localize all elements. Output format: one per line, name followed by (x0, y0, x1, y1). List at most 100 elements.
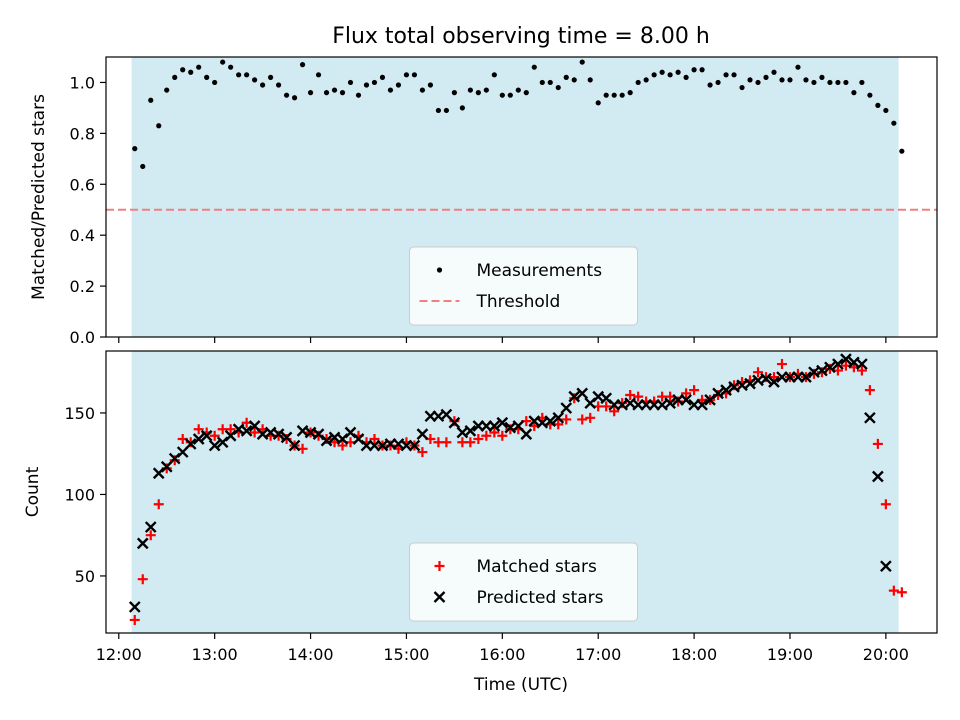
matched-point (193, 424, 204, 435)
measurement-point (595, 100, 601, 106)
measurement-point (427, 82, 434, 88)
matched-point (625, 390, 636, 401)
predicted-point (128, 601, 141, 613)
matched-point (369, 434, 380, 445)
matched-point (249, 427, 260, 438)
measurement-point (675, 69, 681, 75)
measurement-point (843, 79, 849, 86)
y-tick-label: 0.6 (70, 175, 95, 194)
matched-point (225, 424, 236, 435)
measurement-point (291, 95, 298, 101)
x-tick-label: 18:00 (671, 645, 717, 664)
measurement-point (891, 120, 897, 126)
measurement-point (651, 72, 657, 78)
measurement-point (148, 97, 154, 103)
matched-point (497, 430, 508, 441)
measurement-point (875, 102, 881, 108)
measurement-point (555, 84, 561, 91)
x-tick-label: 13:00 (192, 645, 238, 664)
measurement-point (731, 72, 737, 78)
measurement-point (435, 107, 441, 114)
measurement-point (755, 79, 761, 86)
predicted-point (768, 376, 780, 388)
legend-marker (433, 591, 446, 603)
matched-point (441, 437, 452, 448)
predicted-point (448, 416, 461, 429)
legend: Measurements Threshold (409, 246, 638, 326)
predicted-point (712, 387, 724, 400)
measurement-point (252, 77, 258, 83)
measurement-point (523, 90, 529, 96)
measurement-point (779, 77, 785, 83)
measurement-point (140, 163, 146, 170)
matched-point (337, 440, 348, 451)
x-tick-label: 12:00 (96, 645, 142, 664)
measurement-point (323, 90, 330, 96)
x-tick-label: 17:00 (575, 645, 621, 664)
measurement-point (859, 79, 865, 86)
measurement-point (363, 82, 370, 88)
predicted-point (832, 358, 844, 370)
x-tick-label: 16:00 (479, 645, 525, 664)
measurement-point (795, 64, 801, 70)
measurement-point (787, 77, 793, 83)
measurement-point (579, 59, 585, 65)
predicted-point (800, 371, 812, 383)
measurement-point (172, 74, 178, 80)
measurement-point (403, 72, 410, 78)
predicted-point (496, 416, 509, 429)
predicted-point (760, 372, 772, 385)
x-tick-label: 15:00 (383, 645, 429, 664)
predicted-point (720, 384, 732, 396)
predicted-point (240, 425, 253, 437)
matched-point (209, 430, 220, 441)
predicted-point (664, 397, 676, 410)
predicted-point (192, 433, 205, 445)
predicted-point (288, 439, 301, 452)
axes-frame (105, 56, 938, 338)
predicted-point (520, 428, 533, 440)
predicted-point (208, 439, 221, 452)
y-tick-label: 0.4 (70, 226, 95, 245)
legend-label: Measurements (477, 261, 603, 281)
x-tick-label: 19:00 (767, 645, 813, 664)
matched-point (872, 438, 883, 449)
matched-point (633, 391, 644, 402)
y-tick-label: 100 (64, 485, 95, 504)
legend-label: Matched stars (477, 557, 597, 577)
ratio-panel: 0.0 0.2 0.4 0.6 0.8 1.0 Matched/Predicted star… (29, 56, 938, 347)
measurement-point (499, 92, 505, 98)
measurement-point (212, 79, 218, 86)
predicted-point (864, 411, 876, 424)
measurement-point (611, 92, 617, 98)
matched-point (689, 385, 700, 396)
y-tick-label: 1.0 (70, 73, 95, 92)
measurement-point (475, 90, 481, 96)
measurement-point (459, 105, 465, 111)
x-axis-label: Time (UTC) (473, 675, 568, 695)
measurement-point (339, 90, 346, 96)
measurement-point (587, 77, 593, 83)
matched-point (880, 499, 891, 510)
predicted-point (184, 438, 197, 450)
measurement-point (491, 72, 497, 78)
predicted-point (696, 398, 708, 411)
measurement-point (307, 90, 314, 96)
measurement-point (811, 79, 817, 86)
measurement-point (603, 92, 609, 98)
predicted-point (136, 537, 149, 550)
measurement-point (827, 79, 833, 86)
matched-point (561, 414, 572, 425)
measurement-point (387, 87, 394, 93)
measurement-point (667, 72, 673, 78)
measurement-point (180, 67, 186, 73)
legend-label: Threshold (476, 292, 561, 312)
measurement-point (635, 79, 641, 86)
chart-title: Flux total observing time = 8.00 h (332, 24, 710, 49)
predicted-point (872, 470, 884, 483)
measurement-point (220, 59, 226, 65)
predicted-point (816, 364, 828, 377)
matched-point (609, 406, 620, 417)
measurement-point (723, 72, 729, 78)
matched-point (137, 574, 148, 585)
